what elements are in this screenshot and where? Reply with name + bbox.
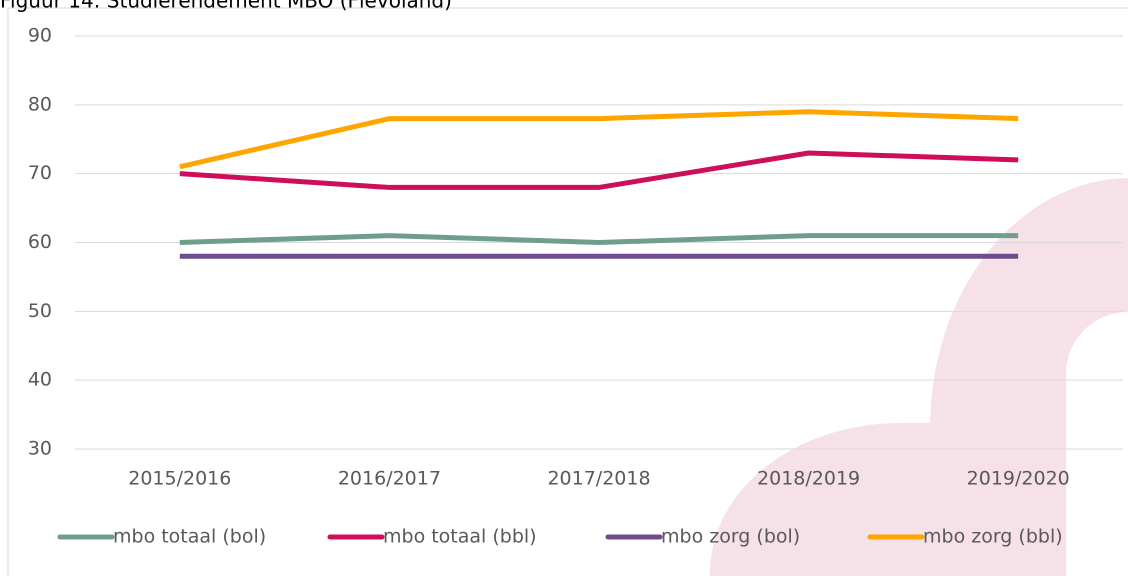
x-tick-label: 2017/2018 (547, 468, 650, 490)
y-tick-label: 90 (28, 25, 52, 47)
y-tick-label: 50 (28, 300, 52, 322)
decoration (709, 423, 930, 576)
x-tick-label: 2015/2016 (128, 468, 231, 490)
y-tick-label: 80 (28, 93, 52, 115)
decoration (929, 178, 1128, 576)
y-tick-label: 70 (28, 162, 52, 184)
legend-label: mbo zorg (bbl) (923, 526, 1063, 548)
y-tick-label: 40 (28, 369, 52, 391)
x-tick-label: 2016/2017 (338, 468, 441, 490)
series-line (179, 109, 1019, 170)
x-tick-label: 2018/2019 (757, 468, 860, 490)
legend-label: mbo zorg (bol) (661, 526, 800, 548)
y-tick-label: 30 (28, 438, 52, 460)
chart-frame (7, 7, 1128, 576)
series-line (179, 150, 1019, 190)
legend-label: mbo totaal (bol) (113, 526, 266, 548)
legend-label: mbo totaal (bbl) (383, 526, 537, 548)
chart-title: Figuur 14: Studierendement MBO (Flevolan… (0, 0, 452, 13)
x-tick-label: 2019/2020 (967, 468, 1070, 490)
series-line (179, 233, 1019, 245)
y-tick-label: 60 (28, 231, 52, 253)
